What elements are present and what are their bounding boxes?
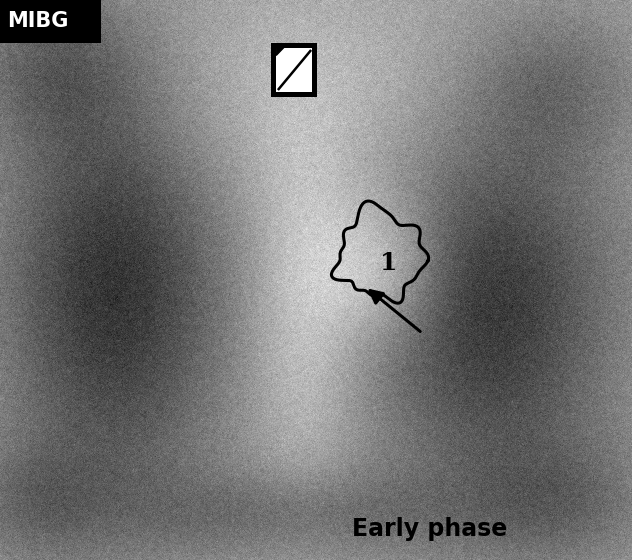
Polygon shape: [276, 48, 284, 55]
Text: 1: 1: [380, 251, 398, 275]
Text: MIBG: MIBG: [8, 11, 69, 31]
Text: Early phase: Early phase: [352, 517, 507, 541]
Bar: [276, 48, 312, 92]
Bar: [271, 43, 317, 97]
FancyBboxPatch shape: [0, 0, 101, 43]
